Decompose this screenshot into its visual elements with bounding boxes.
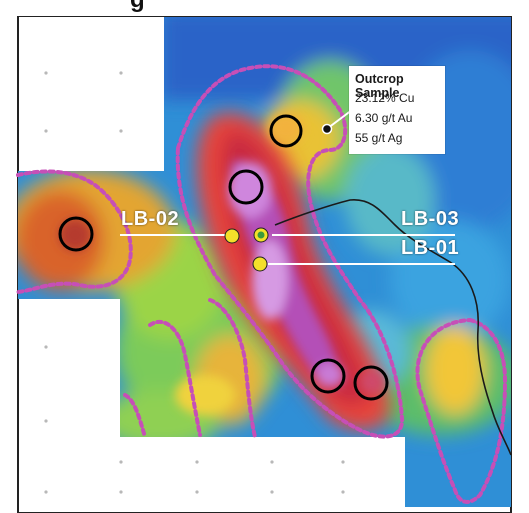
label-lb-03: LB-03: [401, 208, 460, 230]
target-circles: [58, 114, 389, 401]
callout-title: Outcrop Sample: [355, 72, 404, 100]
outcrop-sample-callout: Outcrop Sample 23.12% Cu 6.30 g/t Au 55 …: [349, 66, 445, 154]
header-strip: g: [0, 0, 529, 16]
drillhole-lb-03-marker: [257, 231, 265, 239]
anomaly-outlines: [16, 64, 508, 504]
callout-cu: 23.12% Cu: [355, 91, 415, 105]
target-circle: [58, 216, 94, 252]
drillhole-lb-02[interactable]: [224, 228, 240, 244]
label-leader-lines: [120, 109, 455, 265]
callout-au: 6.30 g/t Au: [355, 111, 413, 125]
drillhole-lb-01[interactable]: [252, 256, 268, 272]
target-circle: [269, 114, 303, 148]
header-title-fragment: g: [130, 0, 145, 14]
callout-ag: 55 g/t Ag: [355, 131, 403, 145]
survey-grid-points: [44, 71, 345, 494]
outcrop-sample-point[interactable]: [321, 123, 333, 135]
target-circle: [353, 365, 389, 401]
label-lb-01: LB-01: [401, 237, 460, 259]
geologic-contact-line: [274, 199, 512, 456]
label-lb-02: LB-02: [121, 208, 180, 230]
target-circle: [310, 358, 346, 394]
target-circle: [228, 169, 264, 205]
